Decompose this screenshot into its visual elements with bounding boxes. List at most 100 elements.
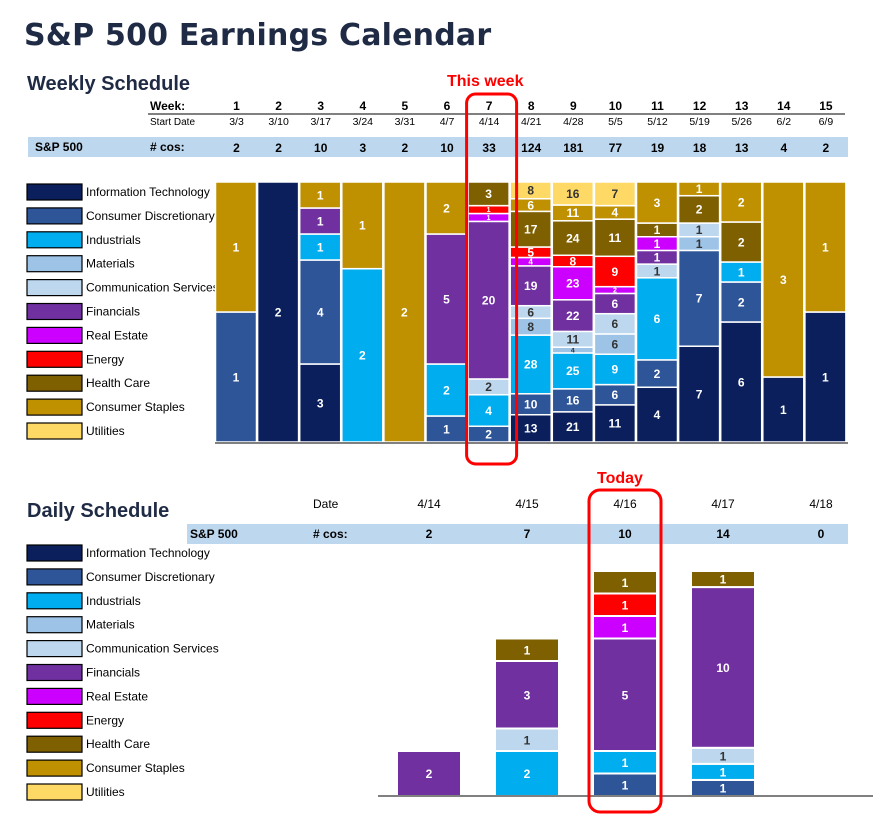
weekly-data-label: 23 [566,277,580,291]
daily-legend-label: Financials [86,666,140,680]
weekly-data-label: 2 [443,201,450,215]
weekly-bar-segment [719,221,763,263]
daily-data-label: 1 [720,573,727,587]
weekly-data-label: 2 [359,349,366,363]
weekly-bar-segment [298,233,342,261]
weekly-bar-segment [719,181,763,223]
weekly-data-label: 19 [524,279,538,293]
week-start-date-label: 3/17 [310,116,331,128]
daily-schedule-chart: Daily Schedule Today Date S&P 500 # cos: 4/14… [26,470,873,814]
weekly-legend-label: Information Technology [86,185,210,199]
weekly-data-label: 10 [524,398,538,412]
weekly-data-label: 1 [487,205,491,214]
weekly-legend-swatch [26,374,83,392]
weekly-bar-segment [677,345,721,443]
weekly-legend-label: Real Estate [86,328,148,342]
weekly-data-label: 1 [654,223,661,237]
today-highlight [587,488,663,814]
week-start-date-label: 3/3 [229,116,244,128]
weekly-index-label: S&P 500 [35,140,83,154]
daily-legend-swatch [26,663,83,682]
weekly-bar-segment [677,249,721,347]
weekly-data-label: 11 [609,231,622,245]
weekly-bar-segment [593,255,637,288]
week-number-label: 3 [317,99,324,113]
weekly-data-label: 1 [780,403,787,417]
week-number-label: 11 [651,99,664,113]
this-week-highlight [465,92,519,466]
weekly-data-label: 4 [571,348,575,355]
daily-legend-label: Utilities [86,785,125,799]
week-total-label: 124 [521,141,541,155]
day-total-label: 14 [716,527,730,541]
week-total-label: 10 [440,141,454,155]
weekly-data-label: 6 [527,198,534,212]
daily-data-label: 1 [524,733,531,747]
weekly-legend-label: Energy [86,352,124,366]
weekly-data-label: 17 [524,222,538,236]
weekly-legend-swatch [26,183,83,201]
week-total-label: 19 [651,141,665,155]
day-total-label: 0 [818,527,825,541]
weekly-count-band [28,137,848,157]
weekly-legend-label: Health Care [86,376,150,390]
weekly-bar-segment [214,311,258,443]
week-start-date-label: 4/7 [440,116,455,128]
weekly-schedule-chart: Weekly Schedule This week Week: Start Date S… [26,73,848,466]
weekly-bar-segment [635,359,679,389]
weekly-data-label: 13 [524,422,538,436]
weekly-data-label: 2 [738,235,745,249]
week-total-label: 2 [275,141,282,155]
day-date-label: 4/18 [809,497,833,511]
weekly-data-label: 2 [485,427,492,441]
weekly-data-label: 6 [527,305,534,319]
daily-legend-swatch [26,592,83,610]
daily-legend-label: Materials [86,618,135,632]
day-date-label: 4/16 [613,497,637,511]
week-number-label: 14 [777,99,791,113]
weekly-legend-label: Consumer Staples [86,400,185,414]
weekly-data-label: 1 [654,264,661,278]
daily-legend-label: Communication Services [86,642,219,656]
weekly-bar-segment [635,277,679,361]
daily-count-band [187,524,848,544]
weekly-data-label: 8 [569,254,576,268]
weekly-bar-segment [341,181,384,270]
weekly-bar-segment [635,181,679,224]
week-start-date-label: 3/31 [395,116,416,128]
weekly-bar-segment [383,181,426,443]
weekly-data-label: 8 [527,184,534,198]
weekly-bar-segment [551,411,595,443]
week-row-label: Week: [150,99,185,113]
weekly-data-label: 1 [233,240,240,254]
weekly-data-label: 4 [654,408,661,422]
weekly-data-label: 6 [612,388,619,402]
daily-legend-label: Real Estate [86,689,148,703]
weekly-legend-label: Consumer Discretionary [86,209,215,223]
weekly-data-label: 4 [612,206,619,220]
weekly-data-label: 3 [485,187,492,201]
daily-legend-label: Consumer Staples [86,761,185,775]
daily-data-label: 2 [426,767,433,781]
daily-legend-swatch [26,639,83,658]
week-number-label: 1 [233,99,240,113]
weekly-bar-segment [425,233,468,365]
weekly-data-label: 1 [696,182,703,196]
weekly-data-label: 4 [529,258,534,267]
week-total-label: 2 [823,141,830,155]
weekly-data-label: 1 [822,370,829,384]
daily-legend-label: Consumer Discretionary [86,570,215,584]
daily-index-label: S&P 500 [190,527,238,541]
week-number-label: 6 [444,99,451,113]
daily-legend-label: Energy [86,713,124,727]
weekly-bar-segment [677,181,721,197]
weekly-bar-segment [509,181,552,200]
daily-cos-label: # cos: [313,527,348,541]
weekly-data-label: 1 [738,265,745,279]
weekly-bar-segment [298,207,342,235]
week-total-label: 77 [609,141,623,155]
daily-bar-segment [592,570,658,595]
weekly-bar-segment [804,181,847,313]
weekly-data-label: 1 [317,188,324,202]
week-number-label: 7 [486,99,493,113]
